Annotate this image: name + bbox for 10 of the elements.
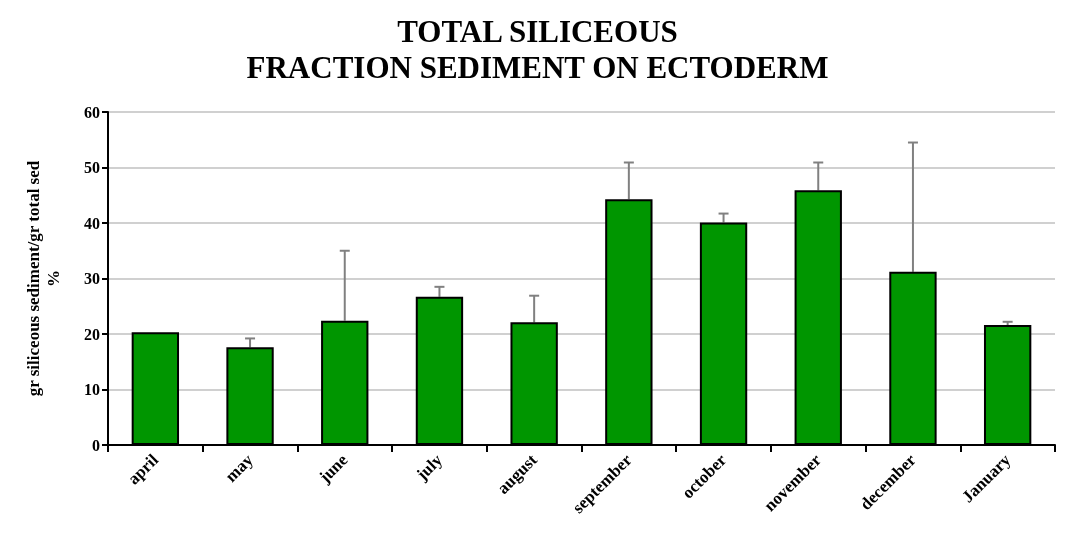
y-tick-label: 0 <box>92 436 100 454</box>
y-tick-label: 30 <box>84 270 100 287</box>
y-tick-label: 20 <box>84 325 100 343</box>
chart-title: TOTAL SILICEOUS FRACTION SEDIMENT ON ECTODERM <box>246 13 829 85</box>
y-tick-label: 40 <box>84 214 100 232</box>
y-tick-label: 10 <box>84 381 100 398</box>
y-tick-label: 60 <box>84 103 100 121</box>
y-axis-title: gr siliceous sediment/gr total sed % <box>23 160 63 397</box>
y-tick-label: 50 <box>84 159 100 176</box>
x-tick-label: may <box>221 449 258 486</box>
